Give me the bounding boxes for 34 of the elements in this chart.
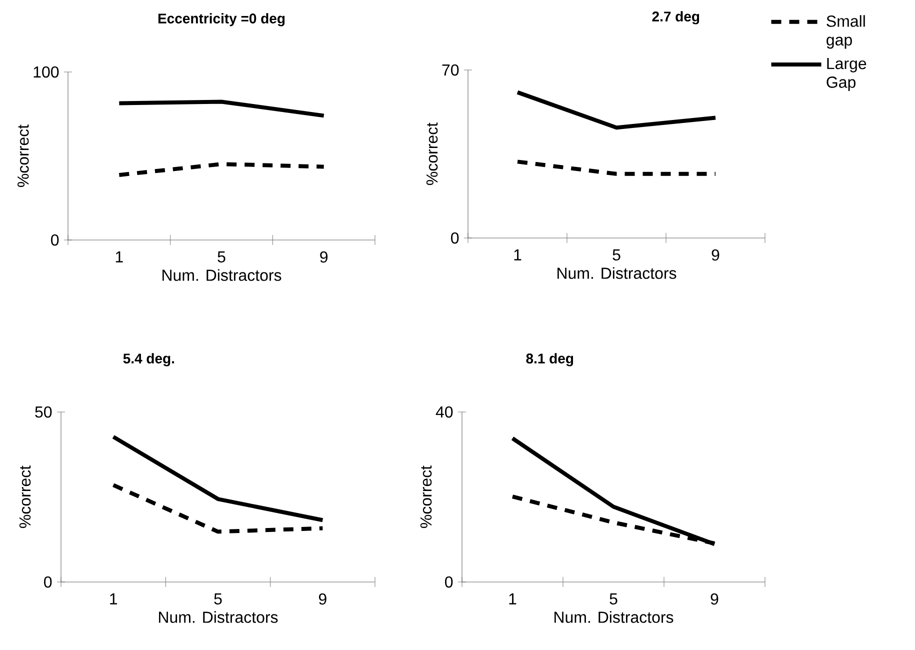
x-tick-label: 5 (610, 593, 618, 605)
y-tick-label: 40 (436, 406, 453, 418)
x-tick-label: 9 (320, 251, 328, 263)
y-tick-label: 100 (34, 66, 59, 78)
x-tick-label: 5 (612, 249, 620, 261)
y-tick-label: 0 (451, 232, 459, 244)
x-tick-label: 9 (710, 593, 718, 605)
x-tick-label: 9 (318, 593, 326, 605)
y-tick-label: 0 (44, 576, 52, 588)
y-axis-title: %correct (420, 466, 432, 528)
y-axis-title: %correct (18, 124, 29, 187)
chart-title: 8.1 deg (526, 353, 574, 366)
y-tick-label: 70 (442, 64, 459, 76)
x-tick-label: 1 (514, 249, 522, 260)
x-tick-label: 1 (110, 593, 118, 604)
x-tick-label: 5 (218, 251, 226, 263)
y-tick-label: 50 (35, 406, 52, 418)
chart-title: 2.7 deg (652, 11, 700, 24)
x-axis-title: Num. Distractors (162, 269, 282, 281)
legend-label: Large Gap (826, 58, 866, 92)
y-axis-title: %correct (19, 466, 31, 528)
x-tick-label: 1 (116, 251, 123, 262)
y-tick-label: 0 (51, 234, 59, 246)
x-axis-title: Num. Distractors (554, 611, 674, 623)
y-axis-title: %correct (426, 122, 438, 185)
legend-label: Small gap (826, 15, 865, 49)
chart-title: 5.4 deg. (123, 353, 174, 366)
x-axis-title: Num. Distractors (558, 267, 676, 279)
x-axis-title: Num. Distractors (159, 611, 278, 623)
chart-title: Eccentricity =0 deg (158, 13, 285, 26)
x-tick-label: 9 (712, 249, 720, 261)
x-tick-label: 5 (214, 593, 222, 605)
x-tick-label: 1 (509, 593, 516, 604)
y-tick-label: 0 (445, 576, 453, 588)
